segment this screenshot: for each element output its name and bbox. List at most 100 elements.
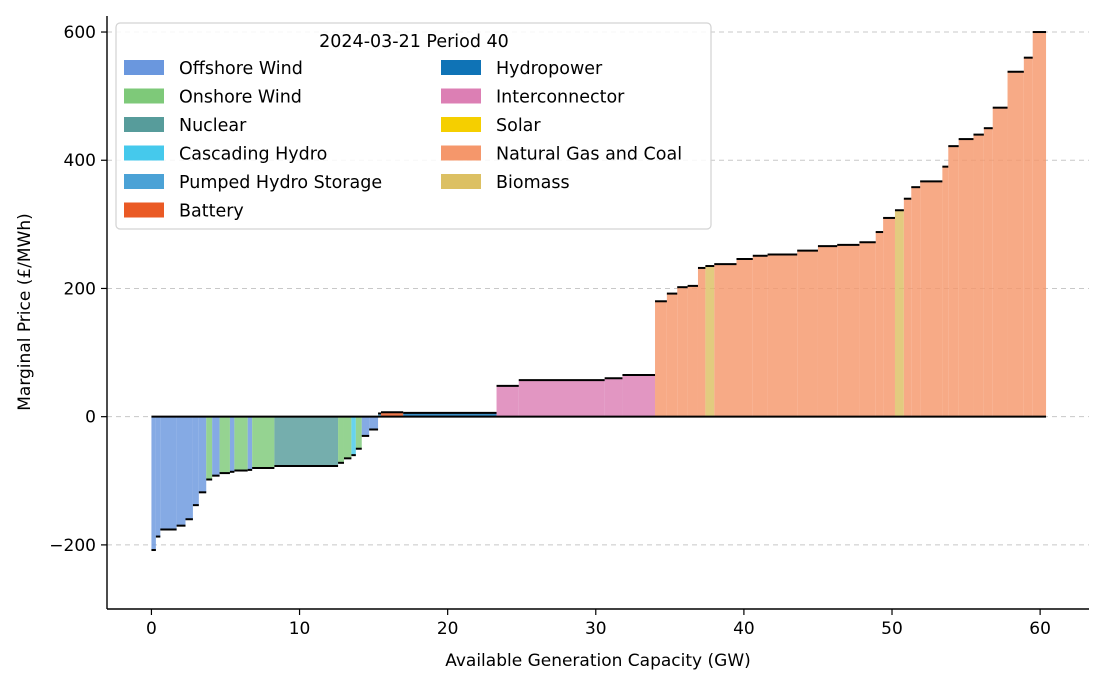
x-tick-label-2: 20 [437,619,459,639]
segment-14 [274,416,339,467]
x-tick-label-6: 60 [1029,619,1051,639]
segment-4 [185,416,193,520]
segment-30 [677,287,688,417]
segment-47 [920,181,943,417]
x-axis-label: Available Generation Capacity (GW) [445,651,751,671]
segment-23 [403,412,497,417]
segment-1 [155,416,161,537]
segment-13 [252,416,275,468]
segment-19 [361,416,370,436]
x-tick-label-1: 10 [289,619,311,639]
legend-label-7: Interconnector [496,88,625,108]
supply-segments [151,32,1047,551]
x-ticks: 0 10 20 30 40 50 60 [146,609,1051,639]
segment-42 [875,232,884,417]
legend-swatch-1 [124,88,164,104]
segment-22 [381,412,404,417]
legend-entries: Offshore Wind Onshore Wind Nuclear Cascadin… [124,59,682,222]
segment-49 [948,146,959,417]
x-tick-label-4: 40 [733,619,755,639]
segment-25 [518,380,605,417]
segment-32 [697,267,706,417]
segment-56 [1032,32,1047,417]
segment-29 [666,293,678,417]
segment-24 [496,385,519,417]
segment-27 [622,375,656,417]
legend-label-5: Battery [179,202,244,222]
y-ticks: −200 0 200 400 600 [49,23,107,556]
x-tick-label-0: 0 [146,619,157,639]
segment-34 [714,264,737,417]
segment-10 [229,416,235,472]
segment-18 [355,416,362,449]
segment-17 [351,416,356,456]
segment-55 [1023,57,1033,417]
legend-label-9: Natural Gas and Coal [496,145,682,165]
segment-36 [752,255,768,417]
segment-41 [859,242,876,417]
segment-40 [837,244,860,417]
legend-label-4: Pumped Hydro Storage [179,173,382,193]
y-tick-label-1: 0 [85,408,96,428]
axes [106,16,1089,610]
y-tick-label-3: 400 [64,151,96,171]
segment-3 [176,416,186,526]
segment-21 [378,413,382,417]
legend-swatch-5 [124,202,164,218]
segment-33 [705,266,715,417]
segment-38 [797,250,818,417]
x-tick-label-5: 50 [881,619,903,639]
segment-15 [338,416,344,463]
segment-44 [894,210,904,417]
legend-label-0: Offshore Wind [179,59,303,79]
segment-46 [911,187,921,417]
legend-title: 2024-03-21 Period 40 [319,32,509,52]
legend-frame [115,22,712,230]
segment-53 [992,107,1008,417]
legend-label-2: Nuclear [179,116,247,136]
segment-6 [198,416,207,493]
segment-48 [942,166,949,417]
segment-16 [343,416,352,459]
legend-swatch-3 [124,145,164,161]
legend-swatch-10 [441,174,481,189]
legend-swatch-7 [441,88,481,104]
x-tick-label-3: 30 [585,619,607,639]
y-tick-label-0: −200 [49,536,96,556]
segment-0 [151,416,156,551]
segment-50 [958,139,974,417]
y-axis-label: Marginal Price (£/MWh) [15,213,35,411]
legend-label-1: Onshore Wind [179,88,302,108]
segment-28 [655,301,667,417]
legend-swatch-9 [441,145,481,161]
legend-swatch-6 [441,60,481,75]
legend-label-8: Solar [496,116,541,136]
legend-swatch-0 [124,60,164,75]
segment-39 [817,246,838,417]
legend-label-6: Hydropower [496,59,603,79]
segment-5 [192,416,199,506]
segment-31 [687,285,698,417]
segment-37 [767,254,798,417]
segment-52 [983,128,993,417]
segment-45 [903,198,912,417]
segment-26 [604,378,623,417]
legend-label-10: Biomass [496,173,570,193]
segment-8 [212,416,220,476]
y-tick-label-4: 600 [64,23,96,43]
segment-2 [160,416,177,530]
segment-54 [1007,71,1024,417]
segment-12 [247,416,253,470]
segment-43 [883,217,895,417]
legend-swatch-4 [124,174,164,189]
segment-35 [736,258,753,417]
segment-20 [369,416,379,430]
y-tick-label-2: 200 [64,279,96,299]
legend-label-3: Cascading Hydro [179,145,327,165]
segment-9 [219,416,230,474]
price-steps [151,31,1047,552]
legend-swatch-8 [441,117,481,132]
legend-swatch-2 [124,117,164,132]
segment-7 [206,416,213,480]
